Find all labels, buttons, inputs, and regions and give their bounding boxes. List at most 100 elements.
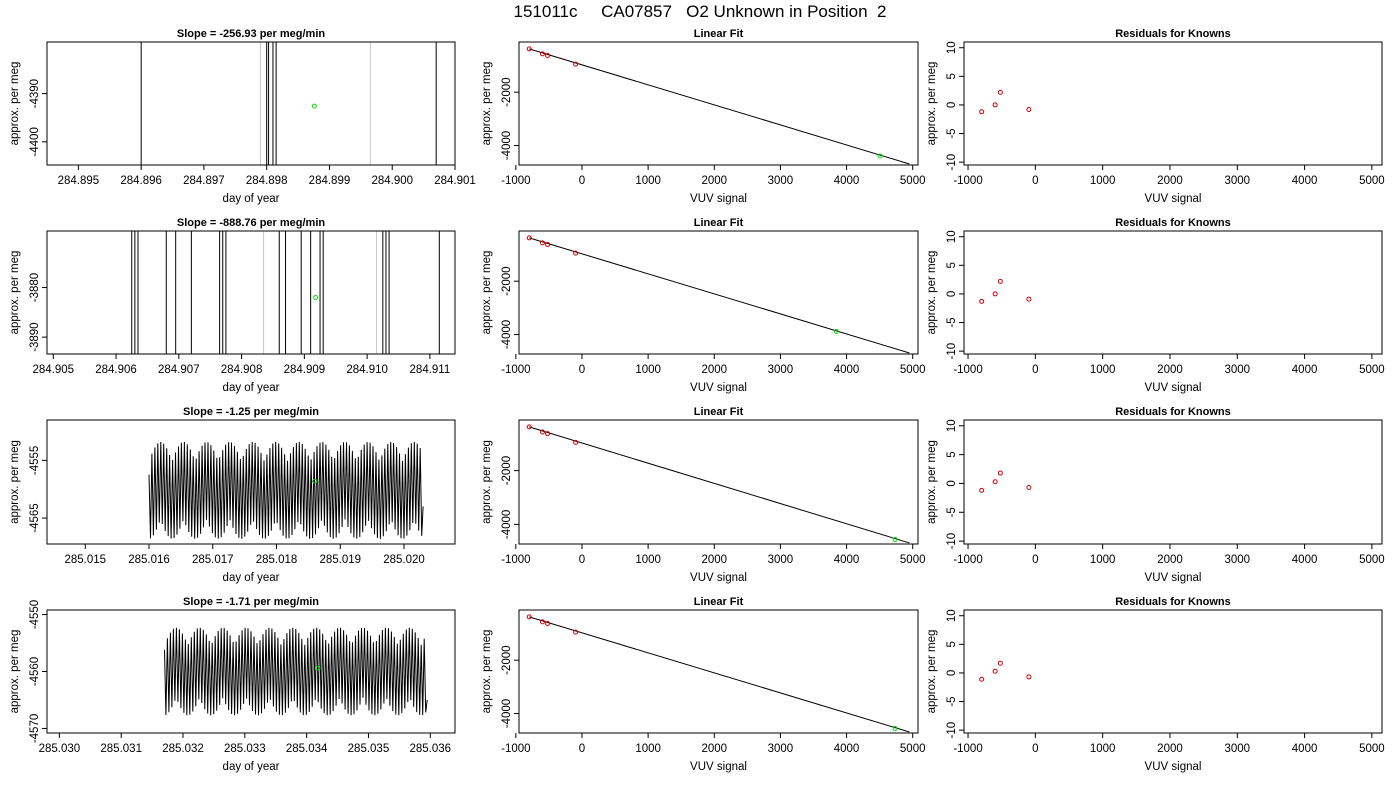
x-tick-label: 285.015 [64,554,106,566]
residual-point [992,102,998,108]
x-tick-label: 3000 [768,554,794,566]
known-point [539,240,545,246]
residual-point [992,668,998,674]
x-tick-label: 0 [579,554,585,566]
panel-title: Linear Fit [694,406,744,418]
plot-frame [518,41,919,166]
fit-line [529,616,910,733]
unknown-point [892,536,898,542]
fit-line [529,48,910,165]
x-tick-label: 284.907 [158,364,200,376]
x-tick-label: 285.030 [39,743,81,755]
panel-9: Residuals for Knowns -1000 0 1000 2000 3000 40… [926,28,1385,205]
x-axis-label: VUV signal [690,572,747,584]
y-tick-label: 10 [946,230,958,243]
y-tick-label: -5 [946,128,958,138]
x-tick-label: 2000 [1157,554,1183,566]
x-tick-label: 4000 [1292,743,1318,755]
x-tick-label: -1000 [953,743,982,755]
residual-point [1026,674,1032,680]
y-tick-label: -2000 [501,77,513,106]
known-point [526,614,532,620]
x-tick-label: 5000 [1359,175,1385,187]
residual-point [979,298,985,304]
known-point [573,439,579,445]
fit-line [529,426,910,544]
x-tick-label: -1000 [953,175,982,187]
x-tick-label: 285.018 [256,554,298,566]
x-tick-label: 0 [579,743,585,755]
known-point [545,621,551,627]
plot-frame [963,230,1383,355]
unknown-point [315,665,321,671]
x-tick-label: -1000 [953,554,982,566]
unknown-point [312,478,318,484]
x-tick-label: 285.016 [128,554,170,566]
panel-11: Residuals for Knowns -1000 0 1000 2000 3000 40… [926,406,1385,584]
y-axis-label: approx. per meg [481,251,493,335]
x-tick-label: 5000 [900,743,926,755]
x-axis-label: day of year [223,572,280,584]
panel-title: Residuals for Knowns [1115,217,1231,229]
x-tick-label: 285.020 [383,554,425,566]
y-tick-label: -5 [946,507,958,517]
plot-area [979,89,1032,115]
x-tick-label: 4000 [1292,175,1318,187]
x-tick-label: 285.019 [319,554,361,566]
x-axis-label: VUV signal [1145,761,1202,773]
y-tick-label: -10 [946,533,958,550]
y-tick-label: -4000 [501,699,513,728]
x-tick-label: 1000 [1090,364,1116,376]
panel-title: Slope = -888.76 per meg/min [177,217,326,229]
known-point [539,51,545,57]
residual-point [1026,107,1032,113]
y-tick-label: -4565 [29,503,41,532]
y-axis-label: approx. per meg [9,630,21,714]
panel-title: Slope = -256.93 per meg/min [177,28,326,40]
x-tick-label: 5000 [1359,364,1385,376]
y-axis-label: approx. per meg [9,251,21,335]
x-axis-label: VUV signal [1145,382,1202,394]
x-tick-label: 3000 [768,364,794,376]
x-tick-label: 4000 [834,175,860,187]
plot-area [131,231,440,354]
x-axis-label: VUV signal [690,761,747,773]
x-axis-label: VUV signal [690,382,747,394]
panel-title: Slope = -1.25 per meg/min [183,406,319,418]
x-axis-label: VUV signal [690,193,747,205]
x-tick-label: 284.899 [309,175,351,187]
x-tick-label: 3000 [768,175,794,187]
y-axis-label: approx. per meg [481,62,493,146]
x-axis-label: VUV signal [1145,572,1202,584]
y-tick-label: 5 [946,73,958,79]
panel-2: Slope = -888.76 per meg/min 284.905 284.90… [9,217,456,394]
plot-frame [46,230,456,355]
x-tick-label: 1000 [635,175,661,187]
y-axis-label: approx. per meg [926,62,938,146]
x-tick-label: 2000 [701,554,727,566]
y-tick-label: -4560 [29,657,41,686]
residual-point [997,89,1003,95]
panel-6: Linear Fit -1000 0 1000 2000 3000 4000 5000 -200… [481,217,926,394]
x-tick-label: -1000 [501,554,530,566]
plot-area [164,627,428,716]
known-point [526,46,532,52]
x-tick-label: 2000 [701,175,727,187]
x-tick-label: 284.897 [183,175,225,187]
y-tick-label: -10 [946,343,958,360]
known-point [545,53,551,59]
x-tick-label: 284.898 [246,175,288,187]
residual-point [979,487,985,493]
panel-1: Slope = -256.93 per meg/min 284.895 284.89… [9,28,476,205]
x-tick-label: 284.896 [120,175,162,187]
x-tick-label: 284.901 [434,175,476,187]
known-point [539,429,545,435]
y-axis-label: approx. per meg [481,440,493,524]
x-tick-label: 285.035 [348,743,390,755]
x-tick-label: 1000 [1090,554,1116,566]
x-tick-label: 5000 [900,364,926,376]
x-tick-label: 5000 [1359,743,1385,755]
x-tick-label: -1000 [501,364,530,376]
y-tick-label: -4555 [29,446,41,475]
